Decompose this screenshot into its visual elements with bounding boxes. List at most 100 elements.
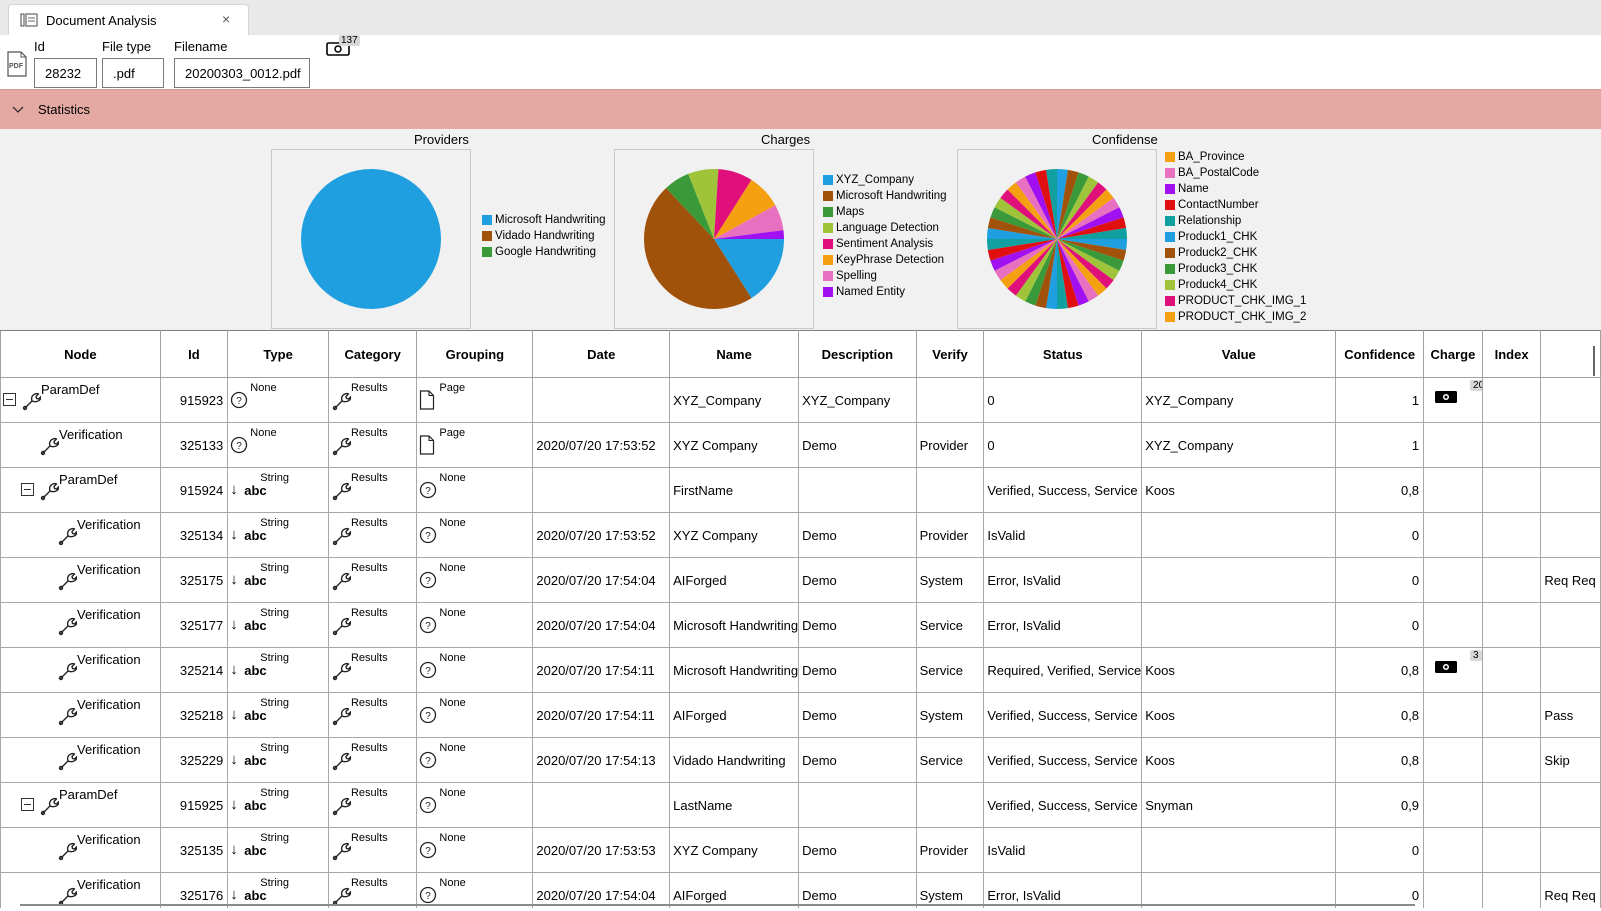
- table-row[interactable]: Verification 325175 ↓ abc String Results? None…: [0, 557, 1601, 603]
- cell-node[interactable]: Verification: [0, 647, 161, 693]
- pie-slice-conf-29: [1046, 169, 1057, 239]
- column-header-name[interactable]: Name: [669, 330, 800, 378]
- tab-document-analysis[interactable]: Document Analysis ×: [8, 4, 249, 35]
- legend-label: BA_Province: [1178, 151, 1245, 163]
- column-header-status[interactable]: Status: [983, 330, 1143, 378]
- cell-node[interactable]: Verification: [0, 422, 161, 468]
- cell-status: IsValid: [983, 827, 1143, 873]
- table-row[interactable]: ParamDef 915924 ↓ abc String Results? None Firs…: [0, 467, 1601, 513]
- legend-item: Language Detection: [823, 220, 947, 236]
- legend-item: Relationship: [1165, 213, 1306, 229]
- pie-slice-named-entity: [714, 230, 784, 239]
- filetype-field[interactable]: .pdf: [102, 58, 164, 88]
- sort-down-icon: ↓: [230, 481, 238, 498]
- wrench-icon: [331, 615, 352, 640]
- cell-confidence: 0,8: [1335, 467, 1425, 513]
- cell-node[interactable]: Verification: [0, 872, 161, 908]
- cell-node[interactable]: Verification: [0, 737, 161, 783]
- table-row[interactable]: Verification 325133? None Results Page 2020/0…: [0, 422, 1601, 468]
- column-header-charge[interactable]: Charge: [1423, 330, 1483, 378]
- pie-slice-conf-6: [1057, 239, 1099, 302]
- cell-name: AIForged: [669, 557, 800, 603]
- category-label: Results: [350, 562, 388, 574]
- cell-charge[interactable]: 3: [1423, 647, 1483, 693]
- column-header-type[interactable]: Type: [227, 330, 329, 378]
- statistics-expander[interactable]: Statistics: [0, 89, 1601, 130]
- cell-charge: [1423, 467, 1483, 513]
- cell-grouping: ? None: [416, 467, 534, 513]
- pie-slice-microsoft-handwriting: [644, 187, 752, 309]
- cell-category: Results: [327, 737, 418, 783]
- cell-node[interactable]: Verification: [0, 827, 161, 873]
- column-header-node[interactable]: Node: [0, 330, 161, 378]
- column-header-confidence[interactable]: Confidence: [1335, 330, 1425, 378]
- column-header-id[interactable]: Id: [159, 330, 229, 378]
- providers-chart: [271, 149, 471, 329]
- cell-node[interactable]: Verification: [0, 557, 161, 603]
- pie-slice-conf-0: [1057, 239, 1127, 250]
- category-label: Results: [350, 517, 388, 529]
- horizontal-scrollbar[interactable]: [20, 904, 1415, 906]
- column-header-category[interactable]: Category: [327, 330, 418, 378]
- money-icon[interactable]: [326, 40, 350, 61]
- grouping-label: Page: [439, 382, 466, 394]
- cell-type: ↓ abc String: [227, 467, 329, 513]
- document-analysis-icon: [20, 12, 38, 33]
- filename-field[interactable]: 20200303_0012.pdf: [174, 58, 310, 88]
- grouping-label: None: [439, 562, 466, 574]
- legend-label: Produck2_CHK: [1178, 247, 1258, 259]
- expand-collapse-toggle[interactable]: [21, 483, 34, 496]
- cell-grouping: ? None: [416, 692, 534, 738]
- column-header-description[interactable]: Description: [798, 330, 917, 378]
- cell-node[interactable]: Verification: [0, 512, 161, 558]
- table-row[interactable]: Verification 325218 ↓ abc String Results? None…: [0, 692, 1601, 738]
- column-header-blank[interactable]: [1540, 330, 1601, 378]
- column-header-grouping[interactable]: Grouping: [416, 330, 534, 378]
- pie-slice-conf-17: [990, 239, 1057, 271]
- cell-node[interactable]: ParamDef: [0, 782, 161, 828]
- type-label: String: [260, 832, 290, 844]
- cell-node[interactable]: ParamDef: [0, 467, 161, 513]
- cell-node[interactable]: Verification: [0, 692, 161, 738]
- table-row[interactable]: ParamDef 915923? None Results Page XYZ_Compan…: [0, 377, 1601, 423]
- cell-extra: Req Req: [1540, 872, 1601, 908]
- legend-item: XYZ_Company: [823, 172, 947, 188]
- cell-type: ↓ abc String: [227, 827, 329, 873]
- table-row[interactable]: Verification 325135 ↓ abc String Results? None…: [0, 827, 1601, 873]
- legend-item: BA_Province: [1165, 149, 1306, 165]
- table-row[interactable]: Verification 325229 ↓ abc String Results? None…: [0, 737, 1601, 783]
- pie-slice-conf-19: [987, 239, 1057, 250]
- legend-swatch: [1165, 312, 1175, 322]
- confidence-legend: BA_Province BA_PostalCode Name ContactNumbe…: [1165, 149, 1306, 325]
- expand-collapse-toggle[interactable]: [3, 393, 16, 406]
- table-row[interactable]: Verification 325134 ↓ abc String Results? None…: [0, 512, 1601, 558]
- column-header-index[interactable]: Index: [1481, 330, 1542, 378]
- abc-icon: abc: [244, 528, 267, 543]
- close-icon[interactable]: ×: [222, 11, 231, 27]
- cell-category: Results: [327, 827, 418, 873]
- cell-confidence: 0: [1335, 557, 1425, 603]
- legend-label: Google Handwriting: [495, 246, 597, 258]
- cell-charge[interactable]: 20: [1423, 377, 1483, 423]
- wrench-icon: [57, 615, 78, 640]
- tab-title: Document Analysis: [46, 13, 157, 28]
- table-row[interactable]: Verification 325176 ↓ abc String Results? None…: [0, 872, 1601, 908]
- legend-item: Sentiment Analysis: [823, 236, 947, 252]
- cell-grouping: ? None: [416, 557, 534, 603]
- expand-collapse-toggle[interactable]: [21, 798, 34, 811]
- column-header-verify[interactable]: Verify: [915, 330, 985, 378]
- node-label: Verification: [77, 697, 141, 712]
- cell-node[interactable]: ParamDef: [0, 377, 161, 423]
- table-row[interactable]: ParamDef 915925 ↓ abc String Results? None Last…: [0, 782, 1601, 828]
- cell-confidence: 0,8: [1335, 737, 1425, 783]
- id-field[interactable]: 28232: [34, 58, 97, 88]
- column-header-date[interactable]: Date: [532, 330, 671, 378]
- table-row[interactable]: Verification 325177 ↓ abc String Results? None…: [0, 602, 1601, 648]
- legend-label: KeyPhrase Detection: [836, 254, 945, 266]
- legend-label: Language Detection: [836, 222, 939, 234]
- vertical-scrollbar[interactable]: [1593, 346, 1595, 376]
- cell-node[interactable]: Verification: [0, 602, 161, 648]
- sort-down-icon: ↓: [230, 661, 238, 678]
- column-header-value[interactable]: Value: [1141, 330, 1337, 378]
- table-row[interactable]: Verification 325214 ↓ abc String Results? None…: [0, 647, 1601, 693]
